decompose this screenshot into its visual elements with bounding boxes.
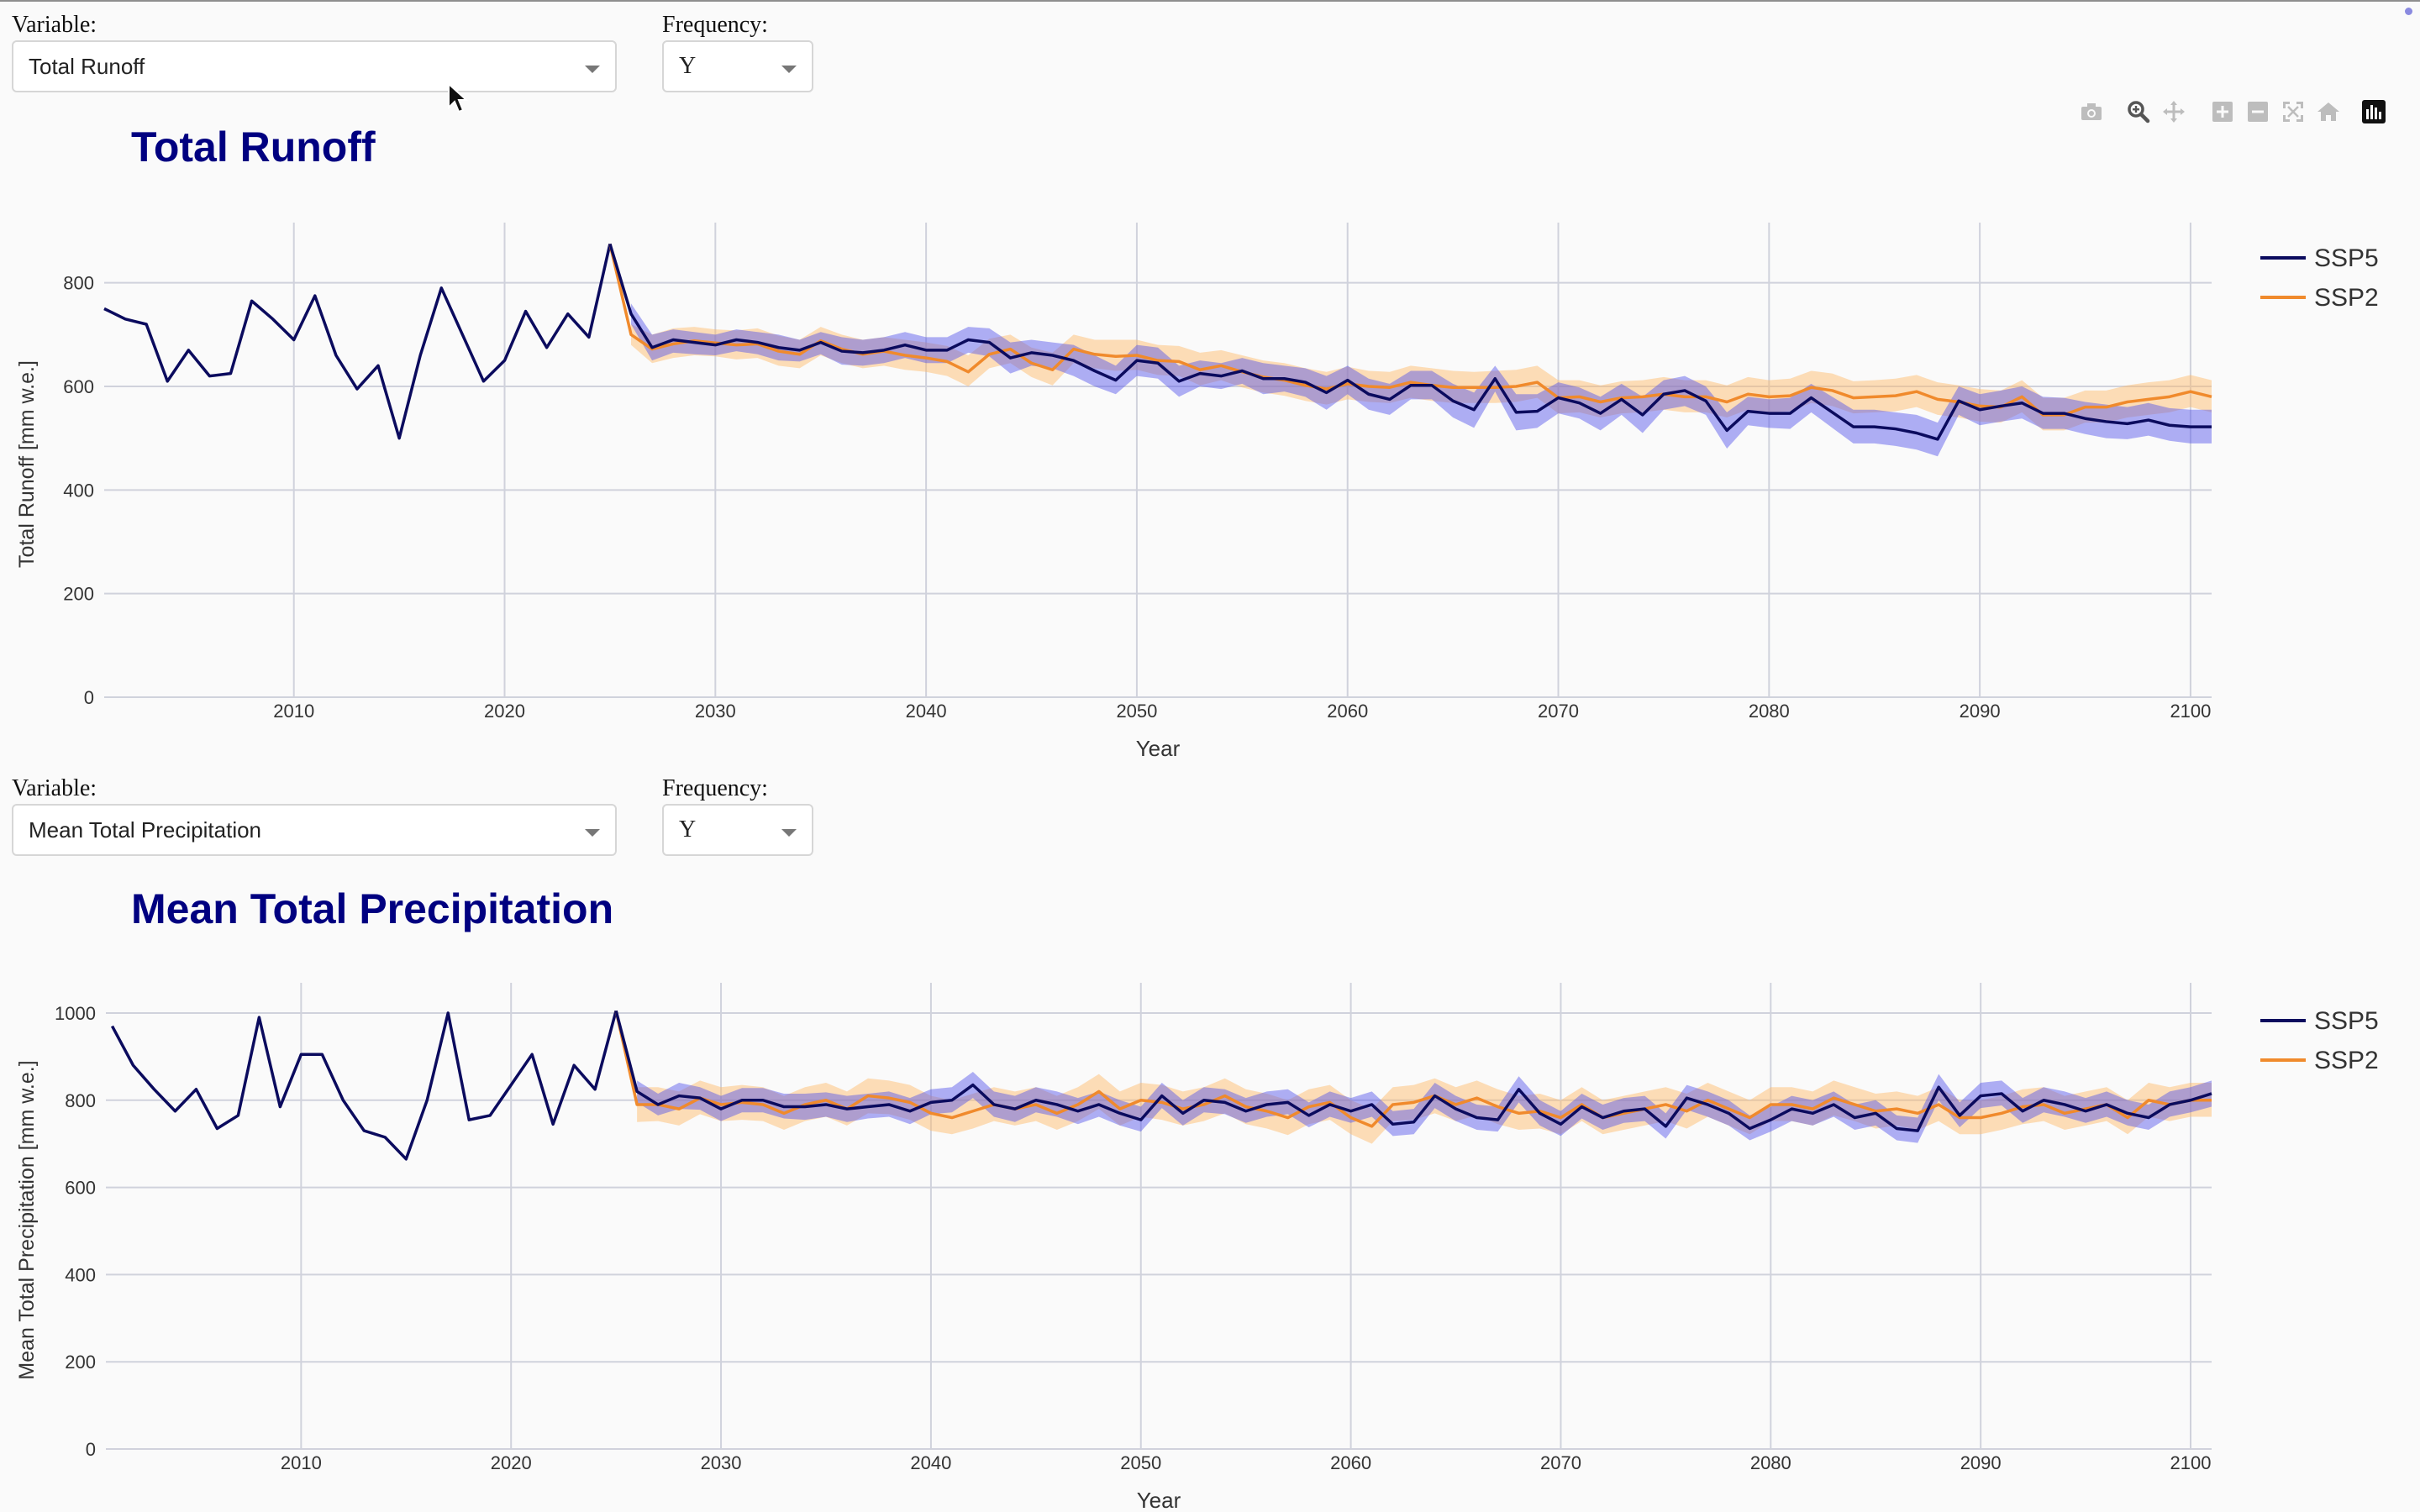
variable-dropdown-value: Total Runoff [29, 54, 145, 79]
variable-dropdown[interactable]: Total Runoff [12, 40, 617, 92]
x-tick-label: 2080 [1750, 1452, 1791, 1473]
x-tick-label: 2030 [701, 1452, 742, 1473]
historical-line [103, 244, 612, 440]
legend-label-ssp5: SSP5 [2314, 1007, 2379, 1035]
variable-label: Variable: [12, 775, 97, 801]
x-tick-label: 2030 [695, 701, 736, 722]
chart-legend[interactable]: SSP5 SSP2 [2260, 244, 2379, 312]
variable-dropdown-value: Mean Total Precipitation [29, 817, 262, 843]
axis-ticks: 0 200 400 600 800 1000 2010 2020 2030 2040 2050 206… [55, 1003, 2211, 1473]
y-tick-label: 1000 [55, 1003, 96, 1024]
x-tick-label: 2010 [281, 1452, 322, 1473]
series-lines [110, 1010, 2212, 1161]
x-tick-label: 2080 [1749, 701, 1790, 722]
chevron-down-icon[interactable] [585, 829, 600, 837]
x-axis-label: Year [1136, 736, 1181, 760]
zoom-in-icon[interactable] [2210, 99, 2235, 124]
chart-legend[interactable]: SSP5 SSP2 [2260, 1007, 2379, 1074]
chevron-down-icon[interactable] [781, 66, 797, 73]
y-tick-label: 600 [65, 1178, 96, 1199]
chart-plot-1: 0 200 400 600 800 2010 2020 2030 2040 2050 2060 207… [15, 223, 2379, 760]
legend-item-ssp5[interactable]: SSP5 [2260, 244, 2379, 272]
y-axis-label: Mean Total Precipitation [mm w.e.] [15, 1060, 39, 1379]
x-tick-label: 2020 [491, 1452, 532, 1473]
frequency-dropdown-value: Y [679, 53, 697, 79]
uncertainty-bands [631, 303, 2212, 457]
x-tick-label: 2050 [1120, 1452, 1161, 1473]
y-tick-label: 800 [63, 273, 94, 294]
y-tick-label: 800 [65, 1090, 96, 1111]
y-tick-label: 400 [65, 1264, 96, 1285]
status-dot [2405, 8, 2412, 15]
zoom-out-icon[interactable] [2245, 99, 2270, 124]
band-ssp2 [631, 324, 2212, 431]
legend-item-ssp2[interactable]: SSP2 [2260, 1047, 2379, 1074]
plotly-logo-icon[interactable] [2361, 99, 2386, 124]
x-tick-label: 2070 [1538, 701, 1579, 722]
band-ssp5 [631, 303, 2212, 457]
x-axis-label: Year [1137, 1488, 1181, 1512]
y-tick-label: 600 [63, 376, 94, 397]
camera-icon[interactable] [2079, 99, 2104, 124]
variable-dropdown[interactable]: Mean Total Precipitation [12, 804, 617, 856]
chart-title: Mean Total Precipitation [131, 885, 614, 932]
chart-plot-2: 0 200 400 600 800 1000 2010 2020 2030 2040 2050 206… [15, 983, 2379, 1512]
mouse-cursor-icon [448, 82, 469, 113]
y-tick-label: 200 [65, 1352, 96, 1373]
x-tick-label: 2090 [1960, 701, 2001, 722]
zoom-icon[interactable] [2126, 99, 2151, 124]
chart-grid [106, 983, 2212, 1450]
top-border [0, 0, 2420, 2]
axis-ticks: 0 200 400 600 800 2010 2020 2030 2040 2050 2060 207… [63, 273, 2211, 722]
y-tick-label: 200 [63, 584, 94, 605]
legend-label-ssp2: SSP2 [2314, 1047, 2379, 1074]
y-tick-label: 0 [84, 687, 94, 708]
frequency-dropdown[interactable]: Y [662, 40, 813, 92]
x-tick-label: 2090 [1960, 1452, 2002, 1473]
frequency-dropdown-value: Y [679, 816, 697, 843]
x-tick-label: 2060 [1330, 1452, 1371, 1473]
frequency-label: Frequency: [662, 12, 768, 38]
legend-label-ssp5: SSP5 [2314, 244, 2379, 272]
pan-icon[interactable] [2161, 99, 2186, 124]
legend-label-ssp2: SSP2 [2314, 284, 2379, 312]
chart-panel-1: Variable: Total Runoff Frequency: Y Tota… [12, 12, 2395, 760]
y-tick-label: 400 [63, 480, 94, 501]
chevron-down-icon[interactable] [585, 66, 600, 73]
series-line-ssp2 [614, 1010, 2212, 1128]
reset-axes-icon[interactable] [2316, 99, 2341, 124]
y-tick-label: 0 [86, 1439, 96, 1460]
chart-modebar [2075, 99, 2395, 126]
x-tick-label: 2050 [1116, 701, 1157, 722]
series-lines [103, 243, 2212, 441]
autoscale-icon[interactable] [2281, 99, 2306, 124]
historical-line [110, 1010, 618, 1161]
x-tick-label: 2040 [906, 701, 947, 722]
chart-panel-2: Variable: Mean Total Precipitation Frequ… [0, 760, 2420, 1512]
x-tick-label: 2010 [273, 701, 314, 722]
x-tick-label: 2100 [2170, 1452, 2212, 1473]
variable-label: Variable: [12, 12, 97, 38]
frequency-dropdown[interactable]: Y [662, 804, 813, 856]
chevron-down-icon[interactable] [781, 829, 797, 837]
chart-grid [104, 223, 2212, 698]
x-tick-label: 2040 [910, 1452, 951, 1473]
legend-item-ssp2[interactable]: SSP2 [2260, 284, 2379, 312]
x-tick-label: 2060 [1327, 701, 1368, 722]
chart-title: Total Runoff [131, 123, 376, 171]
y-axis-label: Total Runoff [mm w.e.] [15, 360, 39, 568]
x-tick-label: 2100 [2170, 701, 2211, 722]
frequency-label: Frequency: [662, 775, 768, 801]
series-line-ssp5 [614, 1010, 2212, 1132]
x-tick-label: 2020 [484, 701, 525, 722]
x-tick-label: 2070 [1540, 1452, 1581, 1473]
series-line-ssp5 [608, 243, 2212, 441]
legend-item-ssp5[interactable]: SSP5 [2260, 1007, 2379, 1035]
